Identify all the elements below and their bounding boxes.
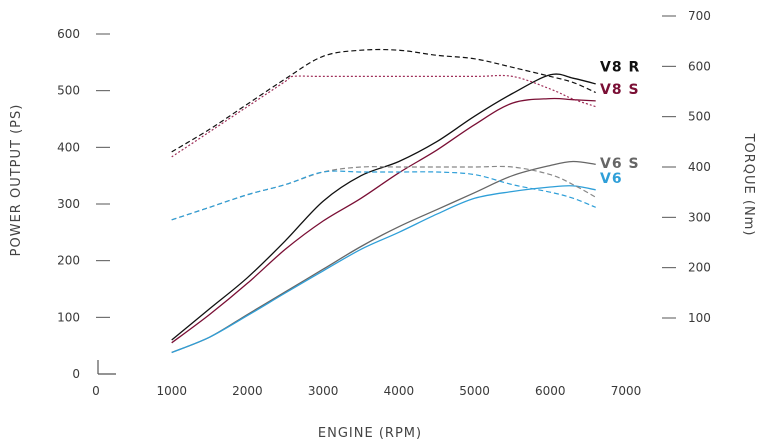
x-tick-label: 0: [92, 384, 100, 398]
x-ticks: 0 1000 2000 3000 4000 5000 6000 7000: [92, 384, 641, 398]
series-label-v6: V6: [600, 171, 623, 187]
left-y-ticks: 0 100 200 300 400 500 600: [57, 27, 110, 381]
x-tick-label: 1000: [156, 384, 187, 398]
y2-axis-title: TORQUE (Nm): [741, 133, 756, 237]
series-torque-v6: [171, 170, 596, 221]
y-tick-label: 200: [57, 254, 80, 268]
y2-tick-label: 300: [688, 210, 711, 224]
right-y-ticks: 100 200 300 400 500 600 700: [662, 9, 711, 325]
x-tick-label: 6000: [535, 384, 566, 398]
series-label-v6-s: V6 S: [600, 156, 640, 172]
series-power-v6-s: [171, 160, 596, 354]
x-tick-label: 3000: [308, 384, 339, 398]
y2-tick-label: 200: [688, 261, 711, 275]
series-power-v6: [171, 185, 596, 354]
y-tick-label: 500: [57, 84, 80, 98]
series-torque-v6-s: [171, 165, 596, 221]
x-tick-label: 4000: [384, 384, 415, 398]
y2-tick-label: 500: [688, 110, 711, 124]
y-tick-label: 400: [57, 140, 80, 154]
x-tick-label: 5000: [459, 384, 490, 398]
left-axis: [97, 360, 116, 375]
series-layer: [171, 48, 596, 354]
series-power-v8-s: [171, 97, 596, 344]
y2-tick-label: 700: [688, 9, 711, 23]
series-label-layer: V8 R V8 S V6 SV6: [600, 59, 640, 187]
x-tick-label: 7000: [611, 384, 642, 398]
series-label-v8-r: V8 R: [600, 59, 640, 75]
series-torque-v8-r: [171, 48, 596, 153]
y-tick-label: 0: [72, 367, 80, 381]
series-label-v8-s: V8 S: [600, 82, 640, 98]
series-power-v8-r: [171, 73, 596, 341]
y-tick-label: 300: [57, 197, 80, 211]
series-torque-v8-s: [171, 74, 596, 158]
x-tick-label: 2000: [232, 384, 263, 398]
y-tick-label: 100: [57, 310, 80, 324]
y2-tick-label: 100: [688, 311, 711, 325]
y2-tick-label: 600: [688, 59, 711, 73]
y-tick-label: 600: [57, 27, 80, 41]
y2-tick-label: 400: [688, 160, 711, 174]
x-axis-title: ENGINE (RPM): [318, 426, 422, 440]
y-axis-title: POWER OUTPUT (PS): [9, 104, 24, 257]
